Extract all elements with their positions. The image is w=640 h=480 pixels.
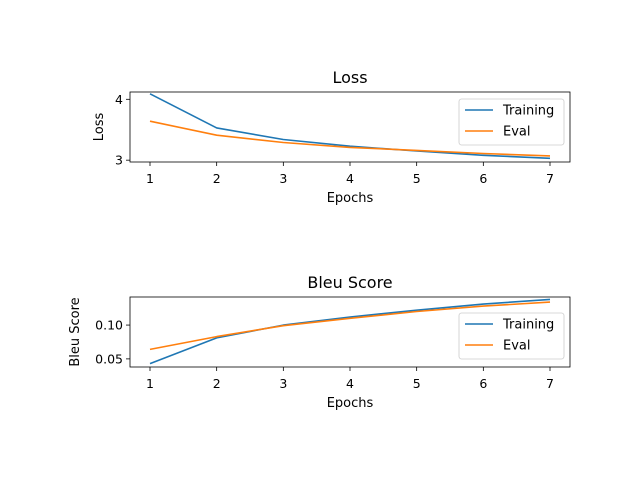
loss-legend-label-training: Training [502,104,554,119]
loss-x-tick-label: 4 [346,171,354,186]
loss-y-tick-label: 4 [115,92,123,107]
bleu-x-tick-label: 5 [413,376,421,391]
bleu-x-tick-label: 3 [279,376,287,391]
bleu-y-tick-label: 0.10 [95,318,123,333]
bleu-x-tick-label: 7 [546,376,554,391]
bleu-score-chart: Bleu Score 1 2 3 4 5 6 7 0.05 0.10 Epochs Bleu Scor… [68,273,571,411]
bleu-legend: Training Eval [458,312,565,360]
bleu-x-tick-label: 6 [479,376,487,391]
bleu-axes-frame [129,296,571,368]
loss-chart-title: Loss [332,68,367,87]
loss-axes-frame [129,91,571,163]
loss-legend: Training Eval [458,98,565,146]
loss-legend-label-eval: Eval [503,125,531,140]
loss-x-tick-label: 5 [413,171,421,186]
loss-x-tick-label: 1 [146,171,154,186]
bleu-legend-label-training: Training [502,318,554,333]
bleu-series-training-line [149,298,551,365]
bleu-y-tick-label: 0.05 [95,351,123,366]
loss-y-tick-label: 3 [115,153,123,168]
loss-x-axis-label: Epochs [327,191,374,206]
bleu-x-tick-label: 4 [346,376,354,391]
bleu-y-axis-label: Bleu Score [68,297,83,366]
loss-series-training-line [149,93,551,160]
loss-y-axis-label: Loss [92,113,107,142]
bleu-x-axis-label: Epochs [327,396,374,411]
loss-series-eval-line [149,120,551,157]
bleu-series-eval-line [149,301,551,351]
loss-x-tick-label: 6 [479,171,487,186]
bleu-legend-label-eval: Eval [503,339,531,354]
loss-x-tick-label: 2 [213,171,221,186]
bleu-chart-title: Bleu Score [307,273,392,292]
loss-chart: Loss 1 2 3 4 5 6 7 3 4 Epochs Loss Training Eval [92,68,571,206]
loss-x-tick-label: 7 [546,171,554,186]
bleu-x-tick-label: 1 [146,376,154,391]
loss-x-tick-label: 3 [279,171,287,186]
bleu-x-tick-label: 2 [213,376,221,391]
